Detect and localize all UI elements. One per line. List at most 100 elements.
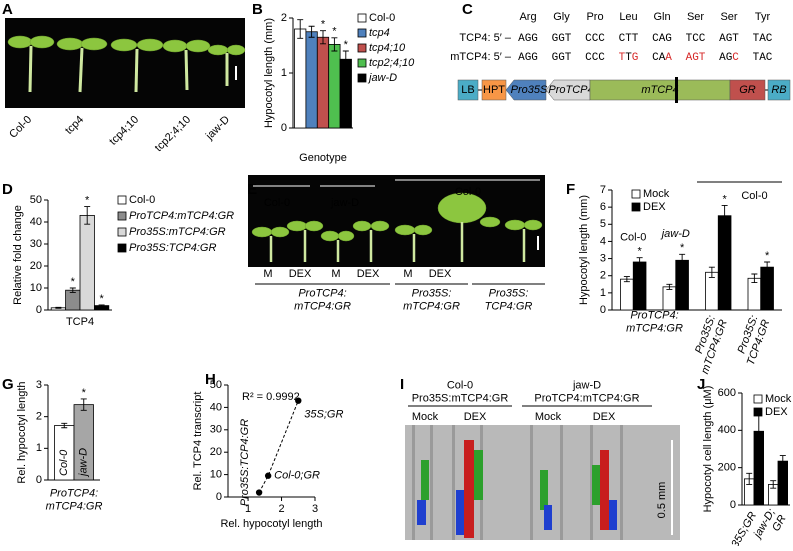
legend-swatch (357, 13, 367, 23)
y-tick-label: 6 (600, 201, 606, 213)
photo-e (248, 175, 545, 267)
x-tick-label: Genotype (299, 152, 347, 164)
legend-swatch (357, 28, 367, 38)
construct-label: mTCP4 (641, 84, 678, 96)
legend-label: DEX (765, 406, 788, 418)
error-bar (80, 398, 87, 411)
y-tick-label: 200 (718, 462, 736, 474)
genotype-label: Col-0 (264, 197, 290, 209)
codon: CAA (652, 52, 672, 64)
significance-mark: * (85, 195, 90, 207)
construct-label: RB (771, 84, 786, 96)
significance-mark: * (99, 293, 104, 305)
photo-i (405, 425, 680, 540)
significance-mark: * (344, 39, 349, 51)
bar (65, 289, 81, 311)
treatment-label: Mock (412, 411, 439, 423)
y-tick-label: 50 (210, 379, 222, 391)
y-tick-label: 600 (718, 387, 736, 399)
panel-letter: B (252, 1, 263, 18)
panel-letter: A (2, 1, 13, 18)
bar (294, 28, 307, 129)
codon: TAC (753, 52, 773, 64)
bar-label: Col-0 (58, 449, 70, 476)
y-axis-label: Relative fold change (12, 205, 24, 305)
amino-acid: Gln (653, 11, 670, 23)
y-axis-label: Hypocotyl length (mm) (578, 195, 590, 305)
bar (662, 286, 677, 311)
bar (328, 44, 341, 129)
amino-acid: Gly (553, 11, 570, 23)
construct-element (767, 79, 791, 101)
y-axis-label: Rel. TCP4 transcript (192, 392, 204, 491)
annotation: R² = 0.9992 (242, 391, 300, 403)
x-tick-label: 3 (312, 503, 318, 515)
bar (316, 36, 330, 129)
y-tick-label: 1 (281, 67, 287, 79)
legend-swatch (753, 407, 763, 417)
codon: TCC (686, 33, 706, 45)
construct-label: HPT (483, 84, 505, 96)
point (255, 489, 263, 496)
x-tick-label: jaw-D;GR (751, 507, 789, 546)
legend-label: Mock (643, 188, 670, 200)
sequence-label: mTCP4: 5′ – (450, 51, 512, 63)
group-label: Pro35S: mTCP4:GR (403, 288, 460, 313)
x-tick-label: 2 (278, 503, 284, 515)
amino-acid: Ser (720, 11, 737, 23)
construct-label: Pro35S (511, 84, 548, 96)
genotype-label: tcp4;10 (107, 114, 141, 148)
y-tick-label: 0 (36, 474, 42, 486)
y-axis-label: Hypocotyl cell length (μM) (702, 386, 714, 513)
group-label: ProTCP4: mTCP4:GR (294, 288, 351, 313)
amino-acid: Arg (519, 11, 536, 23)
panel-letter: F (566, 181, 575, 198)
y-tick-label: 0 (600, 304, 606, 316)
y-tick-label: 40 (30, 216, 42, 228)
amino-acid: Tyr (755, 11, 771, 23)
error-bar (320, 30, 326, 45)
legend-swatch (631, 202, 641, 212)
panel-letter: D (2, 181, 13, 198)
legend-label: Pro35S:TCP4:GR (129, 242, 216, 254)
amino-acid: Ser (687, 11, 704, 23)
error-bar (636, 257, 643, 267)
legend-label: tcp2;4;10 (369, 57, 415, 69)
codon: TAC (753, 33, 773, 45)
y-axis-label: Hypocotyl length (mm) (263, 18, 275, 128)
error-bar (666, 283, 673, 290)
treatment-label: DEX (357, 268, 380, 280)
genotype-label: Col-0 Pro35S:mTCP4:GR (412, 380, 509, 405)
x-tick-label: Pro35S:TCP4:GR (733, 314, 772, 367)
legend-label: tcp4;10 (369, 42, 406, 54)
bar (705, 271, 719, 311)
legend-swatch (117, 243, 127, 253)
group-label: ProTCP4: mTCP4:GR (626, 310, 683, 335)
error-bar (623, 276, 630, 283)
construct-element (729, 79, 766, 101)
panel-letter: H (205, 371, 216, 388)
treatment-label: M (403, 268, 412, 280)
y-tick-label: 3 (600, 252, 606, 264)
bar (620, 278, 634, 311)
error-bar (84, 206, 91, 225)
codon: TTG (619, 52, 639, 64)
legend-swatch (357, 58, 367, 68)
genotype-label: tcp4 (63, 114, 86, 137)
y-tick-label: 10 (210, 469, 222, 481)
photo-a (5, 18, 246, 108)
x-tick-label: Pro35S:mTCP4:GR (687, 314, 730, 376)
x-axis-label: ProTCP4: mTCP4:GR (46, 488, 103, 513)
error-bar (342, 50, 349, 68)
y-tick-label: 10 (30, 282, 42, 294)
codon: AGG (518, 33, 538, 45)
genotype-label: Col-0 (455, 186, 481, 198)
significance-mark: * (82, 387, 87, 399)
treatment-label: DEX (289, 268, 312, 280)
error-bar (331, 37, 338, 52)
treatment-label: M (331, 268, 340, 280)
significance-mark: * (637, 246, 642, 258)
category-note: Col-0 (620, 232, 646, 244)
panel-letter: I (400, 376, 404, 393)
error-bar (61, 422, 68, 429)
